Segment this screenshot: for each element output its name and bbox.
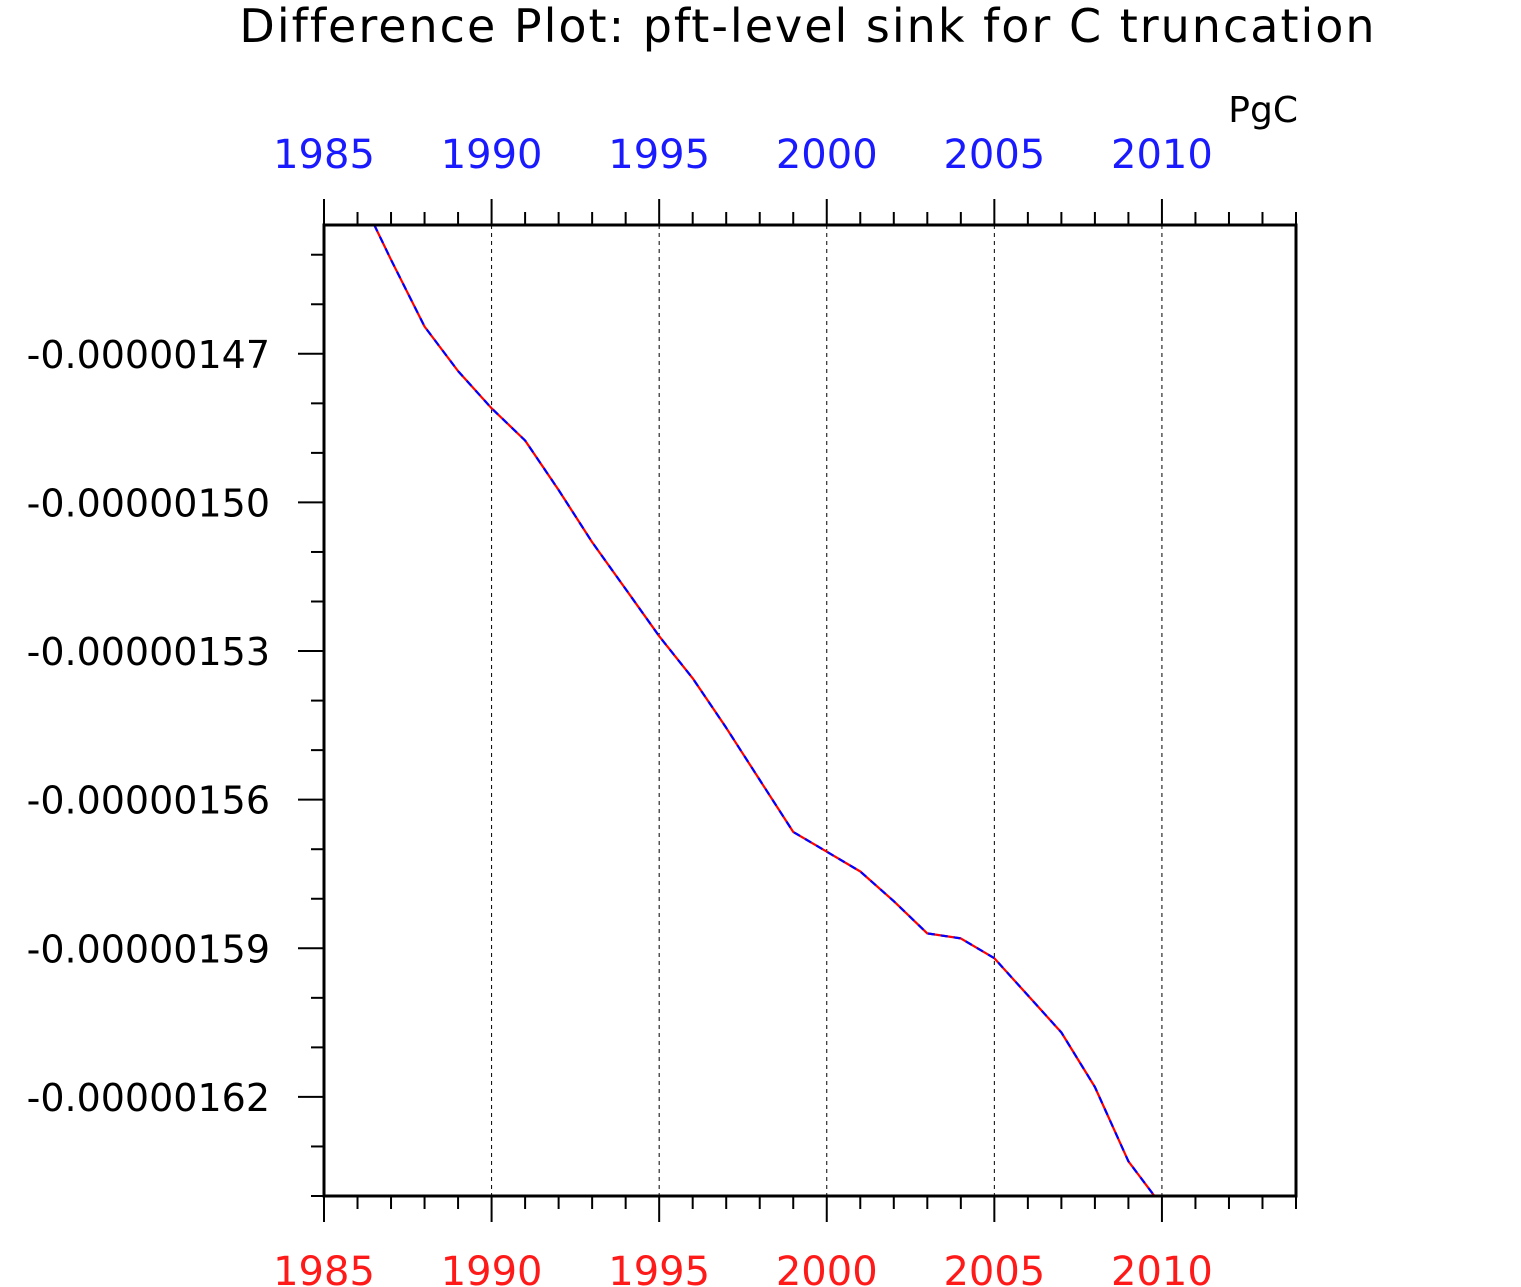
x-tick-label-top: 2000 bbox=[776, 132, 878, 178]
chart-title: Difference Plot: pft-level sink for C tr… bbox=[239, 0, 1376, 53]
y-tick-label: -0.00000150 bbox=[27, 481, 270, 525]
x-tick-label-bottom: 2010 bbox=[1111, 1249, 1213, 1287]
grid-lines bbox=[491, 225, 1163, 1196]
x-tick-label-bottom: 2005 bbox=[943, 1249, 1045, 1287]
series-group bbox=[373, 225, 1156, 1196]
x-tick-label-top: 2010 bbox=[1111, 132, 1213, 178]
x-tick-label-top: 1985 bbox=[273, 132, 375, 178]
x-tick-label-bottom: 1995 bbox=[608, 1249, 710, 1287]
series-line-2 bbox=[373, 225, 1156, 1196]
y-tick-label: -0.00000159 bbox=[27, 927, 270, 971]
tick-marks bbox=[298, 199, 1297, 1222]
plot-frame bbox=[322, 223, 1298, 1198]
x-tick-label-top: 2005 bbox=[943, 132, 1045, 178]
x-tick-label-top: 1990 bbox=[441, 132, 543, 178]
x-tick-label-top: 1995 bbox=[608, 132, 710, 178]
y-tick-label: -0.00000153 bbox=[27, 630, 270, 674]
series-line-1 bbox=[373, 225, 1156, 1196]
unit-label: PgC bbox=[1228, 90, 1298, 131]
y-tick-label: -0.00000156 bbox=[27, 779, 270, 823]
x-tick-label-bottom: 2000 bbox=[776, 1249, 878, 1287]
y-tick-label: -0.00000162 bbox=[27, 1076, 270, 1120]
tick-labels: 1985 1990 1995 2000 2005 2010 1985 1990 1995 2000… bbox=[27, 132, 1213, 1287]
x-tick-label-bottom: 1985 bbox=[273, 1249, 375, 1287]
y-tick-label: -0.00000147 bbox=[27, 333, 270, 377]
x-tick-label-bottom: 1990 bbox=[441, 1249, 543, 1287]
